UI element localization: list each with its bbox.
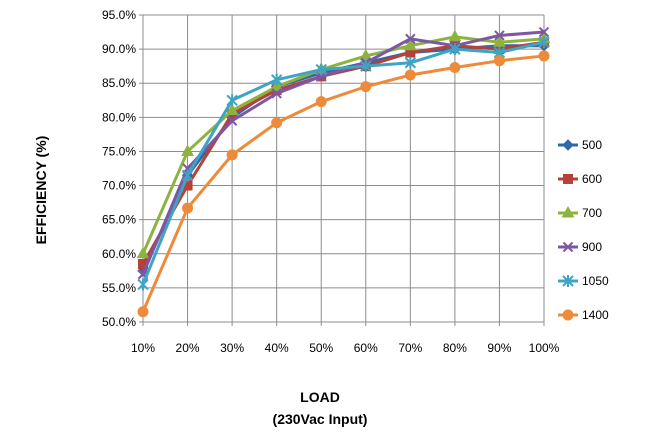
data-point	[493, 55, 505, 67]
x-tick-label: 30%	[220, 341, 244, 355]
series-line	[141, 54, 545, 313]
legend-marker	[562, 241, 574, 253]
data-point	[181, 169, 194, 182]
legend-label: 1050	[582, 274, 609, 288]
x-tick-label: 20%	[176, 341, 200, 355]
data-point	[538, 26, 550, 38]
y-tick-labels: 50.0% 55.0% 60.0% 65.0% 70.0% 75.0% 80.0% 85.0%…	[102, 8, 136, 329]
data-point	[538, 36, 550, 49]
y-tick-label: 60.0%	[102, 247, 136, 261]
legend-label: 500	[582, 138, 602, 152]
legend-label: 900	[582, 240, 602, 254]
x-tick-label: 90%	[487, 341, 511, 355]
series-line	[141, 40, 545, 286]
data-point	[226, 149, 238, 161]
data-point	[360, 60, 372, 73]
legend-marker	[562, 309, 574, 321]
x-tick-labels: 10% 20% 30% 40% 50% 60% 70% 80% 90% 100%	[131, 341, 560, 355]
y-tick-label: 80.0%	[102, 110, 136, 124]
data-point	[137, 306, 149, 318]
legend-label: 600	[582, 172, 602, 186]
y-tick-label: 75.0%	[102, 144, 136, 158]
legend-marker	[561, 205, 575, 218]
legend-marker	[562, 275, 574, 287]
legend-item-1050: 1050	[558, 274, 609, 288]
y-tick-label: 50.0%	[102, 315, 136, 329]
legend-marker	[562, 139, 574, 151]
data-point	[404, 56, 417, 69]
x-tick-label: 70%	[398, 341, 422, 355]
data-point	[493, 35, 506, 47]
legend-item-900: 900	[558, 240, 602, 254]
data-point	[182, 202, 194, 214]
x-tick-label: 40%	[265, 341, 289, 355]
legend-item-600: 600	[558, 172, 602, 186]
x-tick-label: 80%	[443, 341, 467, 355]
series-line	[141, 40, 545, 265]
data-point	[225, 103, 239, 116]
series-line	[141, 30, 545, 275]
y-tick-label: 70.0%	[102, 179, 136, 193]
legend-item-700: 700	[558, 205, 602, 220]
data-point	[136, 246, 150, 259]
data-point	[359, 48, 373, 61]
x-tick-label: 50%	[309, 341, 333, 355]
legend-marker	[563, 174, 573, 184]
x-tick-label: 100%	[529, 341, 560, 355]
series-lines	[136, 26, 551, 318]
data-point	[360, 81, 372, 93]
y-tick-label: 90.0%	[102, 42, 136, 56]
x-tick-label: 60%	[354, 341, 378, 355]
y-tick-label: 85.0%	[102, 76, 136, 90]
data-point	[538, 50, 550, 62]
series-1400	[137, 50, 550, 318]
data-point	[271, 117, 283, 129]
legend-label: 700	[582, 206, 602, 220]
data-point	[403, 38, 417, 51]
legend: 500 600 700 900 1050 1400	[558, 138, 609, 322]
data-point	[315, 63, 327, 76]
series-1050	[137, 36, 550, 291]
data-point	[181, 144, 194, 156]
data-point	[448, 29, 462, 42]
data-point	[494, 30, 505, 41]
legend-item-1400: 1400	[558, 308, 609, 322]
data-point	[449, 62, 461, 74]
data-point	[404, 69, 416, 81]
data-point	[270, 73, 283, 86]
data-point	[226, 115, 238, 126]
data-point	[226, 94, 238, 107]
data-point	[315, 96, 327, 108]
data-point	[449, 43, 461, 56]
x-axis-subtitle: (230Vac Input)	[273, 411, 368, 427]
data-point	[405, 33, 416, 45]
y-tick-label: 65.0%	[102, 213, 136, 227]
y-tick-label: 95.0%	[102, 8, 136, 22]
legend-item-500: 500	[558, 138, 602, 152]
data-point	[137, 278, 149, 291]
y-tick-label: 55.0%	[102, 281, 136, 295]
x-axis-title: LOAD	[300, 389, 340, 405]
legend-label: 1400	[582, 308, 609, 322]
x-tick-label: 10%	[131, 341, 155, 355]
data-point	[271, 88, 282, 99]
y-axis-title: EFFICIENCY (%)	[33, 136, 49, 245]
